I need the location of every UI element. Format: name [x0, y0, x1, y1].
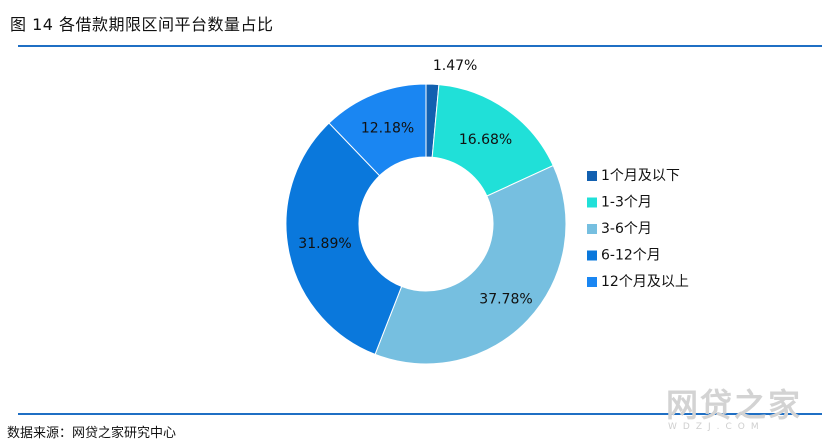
bottom-rule — [18, 413, 822, 415]
top-rule — [18, 45, 822, 47]
slice-label-2: 16.68% — [459, 132, 512, 148]
slice-labels: 1.47% 16.68% 37.78% 31.89% 12.18% — [298, 58, 532, 307]
slice-label-1: 1.47% — [433, 58, 477, 74]
slice-label-3: 37.78% — [479, 292, 532, 308]
slice-4 — [285, 122, 403, 356]
legend-label-4: 6-12个月 — [601, 248, 661, 264]
legend-label-2: 1-3个月 — [601, 195, 652, 211]
legend-label-5: 12个月及以上 — [601, 274, 689, 290]
figure-title: 图 14 各借款期限区间平台数量占比 — [10, 15, 274, 34]
watermark-logo: 网贷之家 WDZJ.COM — [666, 380, 826, 440]
watermark-text: 网贷之家 — [666, 386, 803, 424]
legend-label-3: 3-6个月 — [601, 221, 652, 237]
legend-swatch-4 — [587, 250, 597, 261]
legend-swatch-5 — [587, 277, 597, 287]
donut-slices — [285, 83, 567, 365]
legend: 1个月及以下 1-3个月 3-6个月 6-12个月 12个月及以上 — [587, 168, 689, 290]
slice-label-4: 31.89% — [298, 236, 351, 252]
legend-swatch-1 — [587, 171, 597, 181]
legend-swatch-3 — [587, 224, 597, 234]
slice-5 — [328, 83, 427, 177]
slice-3 — [374, 164, 567, 365]
data-source-note: 数据来源：网贷之家研究中心 — [7, 426, 177, 441]
slice-label-5: 12.18% — [361, 120, 414, 136]
legend-swatch-2 — [587, 197, 597, 208]
watermark-subtext: WDZJ.COM — [668, 422, 765, 432]
legend-label-1: 1个月及以下 — [601, 168, 680, 184]
